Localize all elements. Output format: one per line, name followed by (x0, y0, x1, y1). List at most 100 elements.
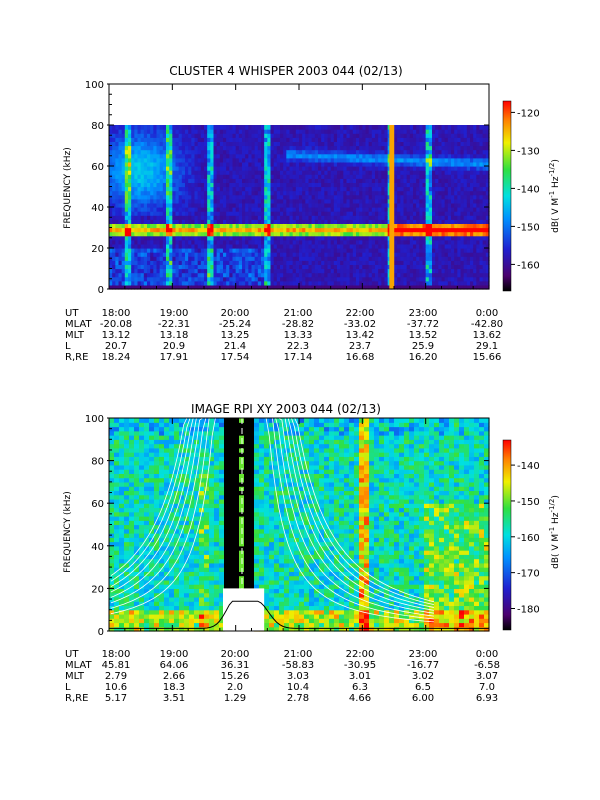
cluster-heat-cell (476, 174, 481, 179)
cluster-heat-cell (286, 276, 291, 282)
cluster-heat-cell (254, 141, 259, 147)
cluster-heat-cell (140, 260, 145, 265)
cluster-heat-cell (413, 268, 417, 274)
cluster-heat-cell (476, 202, 481, 208)
cluster-heat-cell (460, 215, 465, 220)
cluster-heat-cell (156, 174, 161, 179)
cluster-heat-cell (451, 264, 455, 270)
cluster-heat-cell (349, 219, 354, 224)
cluster-heat-cell (270, 157, 275, 163)
cluster-heat-cell (473, 268, 477, 274)
cluster-heat-cell (311, 248, 316, 253)
cluster-heat-cell (318, 153, 322, 159)
cluster-heat-cell (422, 198, 427, 204)
cluster-heat-cell (280, 219, 284, 224)
cluster-heat-cell (413, 153, 417, 159)
cluster-heat-cell (162, 280, 167, 286)
cluster-heat-cell (238, 243, 243, 249)
cluster-heat-cell (248, 272, 253, 278)
cluster-heat-cell (232, 219, 237, 224)
cluster-heat-cell (242, 157, 246, 163)
cluster-heat-cell (394, 219, 398, 224)
cluster-heat-cell (153, 129, 158, 134)
cluster-heat-cell (169, 161, 173, 167)
cluster-heat-cell (318, 194, 322, 200)
cluster-heat-cell (245, 182, 249, 188)
cluster-heat-cell (362, 129, 367, 134)
cluster-heat-cell (447, 153, 452, 159)
cluster-heat-cell (264, 235, 268, 241)
cluster-heat-cell (403, 145, 408, 151)
cluster-heat-cell (321, 219, 325, 224)
cluster-heat-cell (289, 125, 294, 130)
cluster-heat-cell (219, 186, 224, 192)
cluster-heat-cell (172, 153, 177, 159)
cluster-heat-cell (305, 284, 310, 290)
cluster-heat-cell (343, 260, 348, 265)
cluster-heat-cell (172, 194, 177, 200)
cluster-heat-cell (451, 133, 455, 138)
cluster-heat-cell (400, 252, 405, 257)
cluster-heat-cell (308, 239, 313, 245)
cluster-heat-cell (460, 223, 465, 229)
cluster-heat-cell (156, 129, 161, 134)
cluster-heat-cell (292, 125, 297, 130)
cluster-heat-cell (181, 198, 186, 204)
cluster-heat-cell (156, 194, 161, 200)
cluster-heat-cell (283, 182, 287, 188)
cluster-heat-cell (254, 166, 259, 171)
cluster-heat-cell (413, 170, 417, 175)
cluster-heat-cell (419, 211, 424, 216)
cluster-heat-cell (394, 202, 398, 208)
cluster-heat-cell (112, 252, 116, 257)
cluster-heat-cell (251, 227, 256, 233)
cluster-heat-cell (213, 145, 218, 151)
cluster-heat-cell (324, 248, 329, 253)
cluster-heat-cell (178, 145, 183, 151)
cluster-heat-cell (248, 194, 253, 200)
cluster-heat-cell (463, 207, 468, 212)
cluster-heat-cell (140, 170, 145, 175)
cluster-heat-cell (232, 129, 237, 134)
cluster-heat-cell (340, 264, 344, 270)
cluster-ephemeris-value: 18:00 (102, 308, 131, 319)
cluster-heat-cell (112, 207, 116, 212)
cluster-heat-cell (112, 174, 116, 179)
cluster-heat-cell (232, 190, 237, 196)
cluster-heat-cell (337, 243, 341, 249)
cluster-heat-cell (121, 182, 126, 188)
cluster-heat-cell (479, 125, 484, 130)
cluster-heat-cell (276, 227, 281, 233)
cluster-heat-cell (371, 243, 376, 249)
cluster-heat-cell (112, 190, 116, 196)
cluster-heat-cell (245, 153, 249, 159)
cluster-heat-cell (378, 231, 382, 237)
cluster-ephemeris-value: 0:00 (476, 308, 498, 319)
cluster-heat-cell (308, 223, 313, 229)
cluster-heat-cell (318, 129, 322, 134)
cluster-heat-cell (330, 129, 335, 134)
cluster-heat-cell (365, 260, 370, 265)
cluster-heat-cell (425, 178, 430, 183)
cluster-heat-cell (128, 157, 132, 163)
cluster-heat-cell (463, 178, 468, 183)
cluster-heat-cell (470, 260, 474, 265)
cluster-heat-cell (321, 239, 325, 245)
cluster-heat-cell (403, 153, 408, 159)
cluster-heat-cell (172, 276, 177, 282)
cluster-heat-cell (238, 202, 243, 208)
cluster-heat-cell (333, 239, 338, 245)
cluster-heat-cell (267, 198, 272, 204)
cluster-heat-cell (349, 280, 354, 286)
cluster-heat-cell (134, 272, 139, 278)
cluster-heat-cell (216, 211, 221, 216)
cluster-heat-cell (330, 137, 335, 142)
cluster-heat-cell (276, 202, 281, 208)
cluster-heat-cell (413, 125, 417, 130)
cluster-heat-cell (124, 252, 129, 257)
cluster-heat-cell (118, 219, 123, 224)
cluster-heat-cell (232, 280, 237, 286)
image-heat-cell (109, 601, 115, 607)
cluster-heat-cell (413, 207, 417, 212)
cluster-heat-cell (432, 260, 436, 265)
